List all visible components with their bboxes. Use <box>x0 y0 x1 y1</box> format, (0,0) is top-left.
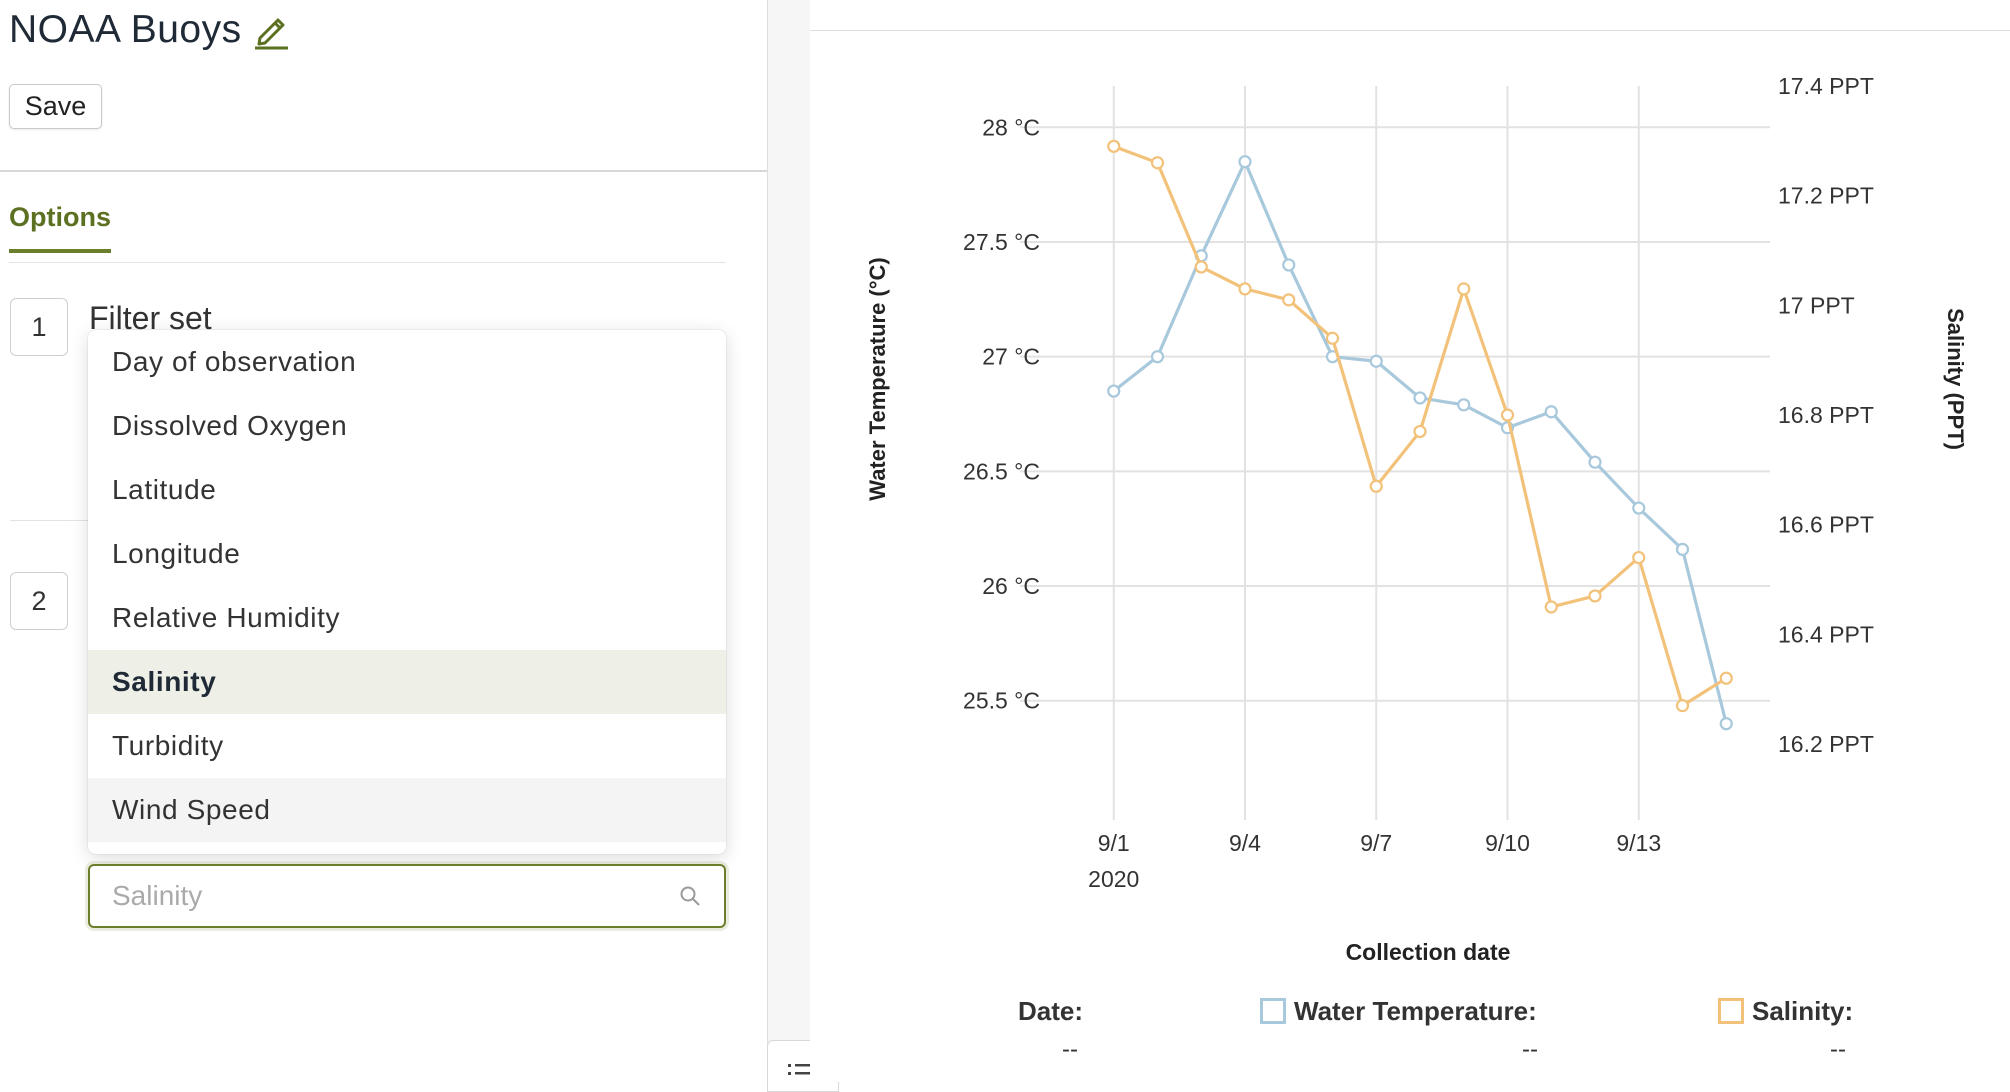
x-axis-title: Collection date <box>1346 939 1511 965</box>
x-tick-label: 9/1 <box>1098 830 1130 856</box>
legend-swatch-salinity <box>1718 998 1744 1024</box>
dropdown-option[interactable]: Relative Humidity <box>112 602 341 633</box>
column-dropdown-menu: Day of observation Dissolved Oxygen Lati… <box>88 330 726 854</box>
pencil-icon[interactable] <box>252 10 290 50</box>
tab-options[interactable]: Options <box>9 202 111 253</box>
dropdown-option-selected[interactable]: Salinity <box>88 650 726 714</box>
preview-header-divider <box>810 30 2010 31</box>
tab-divider <box>9 262 726 263</box>
data-point-water-temperature <box>1588 455 1602 469</box>
dropdown-option[interactable]: Dissolved Oxygen <box>112 410 348 441</box>
y-left-tick-label: 25.5 °C <box>963 688 1040 714</box>
step-number-badge: 2 <box>10 572 68 630</box>
data-point-water-temperature <box>1413 391 1427 405</box>
panel-splitter[interactable] <box>767 0 811 1082</box>
y-left-tick-label: 26 °C <box>982 573 1040 599</box>
data-point-salinity <box>1150 156 1165 170</box>
search-icon <box>680 886 700 906</box>
data-point-salinity <box>1632 550 1646 565</box>
readout-water-value: -- <box>1522 1036 1538 1063</box>
y-left-tick-label: 28 °C <box>982 114 1040 140</box>
y-left-tick-label: 27.5 °C <box>963 229 1040 255</box>
series-line-water-temperature <box>1112 160 1728 725</box>
chart-preview-panel: 9/1 9/4 9/7 9/10 9/13 2020 28 °C 27.5 °C 27 °C 26… <box>810 0 2010 1082</box>
data-point-water-temperature <box>1150 350 1165 364</box>
readout-date-value: -- <box>1062 1036 1078 1063</box>
y-right-tick-label: 16.6 PPT <box>1778 512 1874 538</box>
readout-salinity-label: Salinity: <box>1752 996 1854 1026</box>
data-point-salinity <box>1457 282 1471 296</box>
data-point-water-temperature <box>1544 405 1558 419</box>
data-point-water-temperature <box>1282 258 1296 272</box>
data-point-salinity <box>1675 699 1690 713</box>
column-search-input[interactable] <box>112 866 672 926</box>
data-point-water-temperature <box>1107 384 1121 398</box>
y-right-tick-label: 17.4 PPT <box>1778 73 1874 99</box>
dropdown-option[interactable]: Day of observation <box>112 346 357 377</box>
data-point-salinity <box>1194 260 1208 274</box>
x-tick-label: 9/4 <box>1229 830 1261 856</box>
dropdown-option-hovered[interactable]: Wind Speed <box>88 778 726 842</box>
data-point-salinity <box>1719 671 1733 685</box>
legend-swatch-water-temperature <box>1260 998 1286 1024</box>
y-right-tick-label: 16.8 PPT <box>1778 402 1874 428</box>
step-number-badge: 1 <box>10 298 68 356</box>
x-tick-label: 9/10 <box>1485 830 1530 856</box>
data-point-salinity <box>1413 424 1427 439</box>
data-point-salinity <box>1238 282 1252 296</box>
line-chart: 9/1 9/4 9/7 9/10 9/13 2020 28 °C 27.5 °C 27 °C 26… <box>865 73 1968 965</box>
data-point-water-temperature <box>1238 155 1252 169</box>
data-point-salinity <box>1369 479 1383 493</box>
dropdown-option[interactable]: Longitude <box>112 538 241 569</box>
header-divider <box>0 170 767 172</box>
y-right-tick-label: 16.4 PPT <box>1778 621 1874 647</box>
dashboard-title: NOAA Buoys <box>9 8 242 51</box>
data-point-water-temperature <box>1719 717 1733 731</box>
data-point-salinity <box>1500 408 1515 422</box>
y-left-tick-label: 26.5 °C <box>963 458 1040 484</box>
dropdown-option[interactable]: Turbidity <box>112 730 224 761</box>
data-point-salinity <box>1544 600 1558 614</box>
x-tick-label: 9/13 <box>1616 830 1661 856</box>
data-point-water-temperature <box>1632 501 1646 515</box>
data-point-salinity <box>1282 293 1296 307</box>
readout-date-label: Date: <box>1018 996 1084 1026</box>
x-tick-label: 9/7 <box>1360 830 1392 856</box>
dropdown-option[interactable]: Latitude <box>112 474 217 505</box>
list-icon <box>788 1064 817 1075</box>
y-right-tick-label: 16.2 PPT <box>1778 731 1874 757</box>
y-left-axis-title: Water Temperature (°C) <box>865 257 890 501</box>
data-point-water-temperature <box>1675 542 1690 556</box>
readout-water-label: Water Temperature: <box>1294 996 1537 1026</box>
data-point-salinity <box>1588 589 1602 603</box>
title-row: NOAA Buoys <box>9 8 290 52</box>
y-right-tick-label: 17 PPT <box>1778 292 1855 318</box>
save-button[interactable]: Save <box>9 84 102 129</box>
data-point-water-temperature <box>1457 398 1471 412</box>
y-left-tick-label: 27 °C <box>982 344 1040 370</box>
y-right-tick-label: 17.2 PPT <box>1778 183 1874 209</box>
data-point-salinity <box>1107 139 1121 153</box>
y-right-axis-title: Salinity (PPT) <box>1943 308 1968 450</box>
x-year-label: 2020 <box>1088 866 1139 892</box>
editor-panel: NOAA Buoys Save Options 1 Filter set 2 D… <box>0 0 767 1082</box>
data-point-salinity <box>1325 331 1340 345</box>
readout-salinity-value: -- <box>1830 1036 1846 1063</box>
column-search-field[interactable] <box>88 864 726 928</box>
step-divider <box>10 520 90 521</box>
data-point-water-temperature <box>1369 354 1383 368</box>
